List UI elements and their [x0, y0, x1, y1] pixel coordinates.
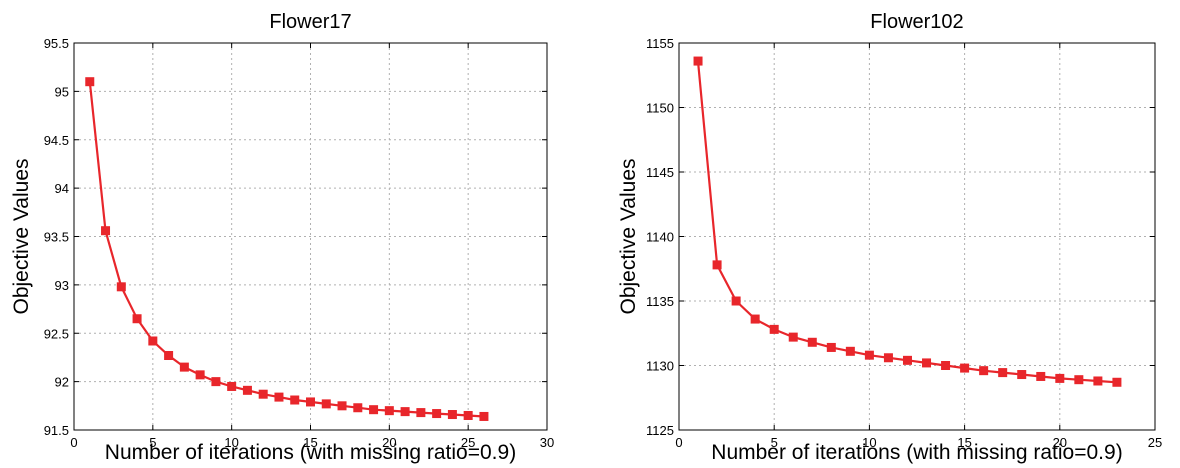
x-tick-label: 25: [1148, 435, 1162, 450]
data-point: [1055, 373, 1065, 383]
data-point: [1074, 375, 1084, 385]
data-point: [1036, 371, 1046, 381]
data-point: [463, 410, 473, 420]
chart-title: Flower102: [870, 11, 963, 33]
x-tick-label: 20: [1053, 435, 1067, 450]
data-point: [1017, 370, 1027, 380]
data-point: [731, 296, 741, 306]
y-tick-label: 93.5: [44, 230, 69, 245]
data-point: [116, 282, 126, 292]
data-point: [998, 368, 1008, 378]
x-tick-label: 20: [382, 435, 396, 450]
y-tick-label: 1125: [646, 423, 674, 438]
x-tick-label: 25: [461, 435, 475, 450]
x-tick-label: 15: [303, 435, 317, 450]
data-point: [922, 358, 932, 368]
y-tick-label: 1155: [646, 36, 674, 51]
y-tick-label: 92.5: [44, 326, 69, 341]
y-tick-label: 94: [55, 181, 69, 196]
x-tick-label: 5: [149, 435, 156, 450]
data-point: [384, 406, 394, 416]
data-point: [1112, 377, 1122, 387]
data-point: [306, 397, 315, 407]
y-tick-label: 1130: [646, 359, 674, 374]
data-point: [132, 314, 142, 324]
chart-flower102: 0 5 10 15 20 25 1125 1130 1135 1140 1145 1150 1155 Fl…: [617, 11, 1162, 464]
y-axis-label: Objective Values: [10, 158, 33, 314]
series-line: [88, 81, 484, 418]
data-point: [85, 77, 95, 87]
x-tick-label: 5: [771, 435, 778, 450]
data-point: [400, 407, 410, 417]
y-tick-label: 95.5: [44, 36, 69, 51]
data-point: [826, 342, 836, 352]
y-tick-label: 1145: [646, 165, 674, 180]
series-line: [696, 60, 1117, 384]
data-point: [941, 361, 951, 370]
chart-title: Flower17: [269, 11, 351, 33]
y-axis-label: Objective Values: [617, 158, 640, 314]
data-point: [693, 56, 703, 66]
data-point: [290, 395, 300, 405]
y-tick-label: 93: [55, 278, 69, 293]
data-point: [258, 389, 268, 399]
data-point: [211, 377, 221, 387]
data-point: [807, 337, 817, 347]
data-point: [416, 408, 426, 418]
data-point: [369, 405, 379, 415]
data-point: [195, 370, 205, 380]
data-point: [148, 336, 158, 346]
data-point: [432, 409, 442, 419]
data-point: [321, 399, 331, 409]
data-point: [337, 401, 347, 411]
data-point: [769, 324, 779, 334]
data-point: [712, 260, 722, 270]
chart-flower17: 0 5 10 15 20 25 30 91.5 92 92.5 93 93.5 94 94.5 95 95.5…: [10, 11, 554, 464]
data-point: [179, 362, 189, 372]
data-point: [960, 363, 970, 373]
x-tick-label: 0: [70, 435, 77, 450]
data-point: [447, 410, 457, 420]
y-tick-label: 1140: [646, 230, 674, 245]
y-tick-label: 95: [55, 84, 69, 99]
data-point: [274, 392, 284, 402]
y-tick-label: 92: [55, 375, 69, 390]
x-axis-label: Number of iterations (with missing ratio…: [711, 441, 1122, 464]
data-point: [979, 366, 989, 376]
data-point: [164, 351, 174, 361]
x-tick-label: 10: [224, 435, 238, 450]
data-point: [1093, 376, 1103, 386]
data-point: [479, 411, 489, 421]
x-tick-label: 15: [957, 435, 971, 450]
y-tick-label: 1150: [646, 101, 674, 116]
data-point: [242, 385, 252, 395]
data-point: [788, 332, 798, 342]
data-point: [227, 381, 237, 391]
x-tick-label: 30: [540, 435, 554, 450]
data-point: [750, 314, 760, 324]
x-axis-label: Number of iterations (with missing ratio…: [105, 441, 516, 464]
data-point: [883, 353, 893, 363]
x-tick-label: 0: [675, 435, 682, 450]
data-point: [902, 355, 912, 365]
x-tick-label: 10: [862, 435, 876, 450]
data-point: [864, 350, 874, 360]
y-tick-label: 1135: [646, 294, 674, 309]
data-point: [101, 226, 111, 236]
data-point: [353, 403, 363, 413]
data-point: [845, 346, 855, 356]
y-tick-label: 91.5: [44, 423, 69, 438]
y-tick-label: 94.5: [44, 133, 69, 148]
